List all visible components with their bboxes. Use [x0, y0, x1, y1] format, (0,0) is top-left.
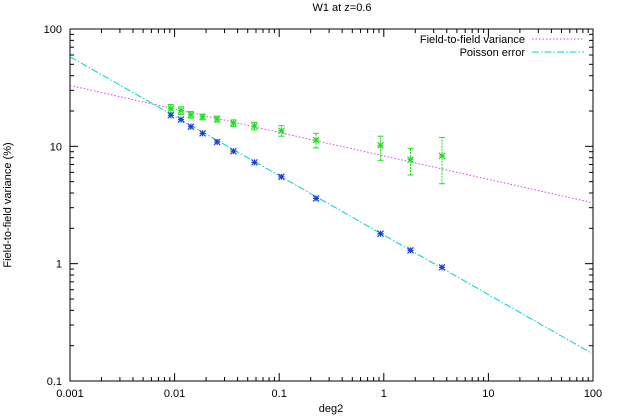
marker-stroke — [229, 147, 237, 155]
marker-stroke — [199, 113, 206, 121]
x-tick-label: 0.01 — [164, 388, 185, 400]
marker-stroke — [167, 111, 175, 119]
poisson-error-point — [199, 129, 206, 137]
marker-stroke — [277, 127, 285, 135]
poisson-error-point — [213, 138, 221, 146]
legend: Field-to-field variance Poisson error — [420, 34, 584, 59]
field-variance-point — [438, 152, 446, 160]
x-tick-label: 100 — [584, 388, 602, 400]
x-tick-label: 0.001 — [56, 388, 84, 400]
marker-stroke — [251, 122, 258, 130]
marker-stroke — [199, 129, 206, 137]
y-tick-label: 0.1 — [47, 376, 62, 388]
poisson-error-point — [187, 123, 195, 131]
marker-stroke — [177, 107, 185, 114]
marker-stroke — [377, 230, 384, 238]
marker-stroke — [187, 111, 195, 119]
y-tick-label: 1 — [56, 259, 62, 271]
marker-stroke — [213, 138, 221, 146]
field-variance-point — [187, 111, 195, 119]
marker-stroke — [177, 116, 185, 124]
marker-stroke — [438, 263, 446, 271]
x-tick-label: 10 — [482, 388, 494, 400]
marker-stroke — [251, 158, 258, 166]
axis-ticks — [69, 28, 594, 382]
data-points — [167, 104, 446, 271]
poisson-error-point — [177, 116, 185, 124]
y-tick-labels: 0.1 1 10 100 — [44, 24, 62, 388]
x-axis-label: deg2 — [319, 403, 343, 415]
y-axis-label: Field-to-field variance (%) — [2, 142, 14, 267]
field-variance-fit-line — [70, 85, 593, 204]
poisson-error-point — [251, 158, 258, 166]
field-variance-point — [213, 115, 221, 123]
x-tick-label: 1 — [381, 388, 387, 400]
marker-stroke — [377, 141, 384, 149]
marker-stroke — [312, 194, 320, 202]
field-variance-point — [312, 136, 320, 144]
poisson-error-point — [377, 230, 384, 238]
poisson-error-point — [277, 173, 285, 181]
marker-stroke — [167, 105, 175, 112]
field-variance-point — [277, 127, 285, 135]
y-tick-label: 10 — [50, 141, 62, 153]
marker-stroke — [407, 156, 414, 164]
marker-stroke — [187, 123, 195, 131]
field-variance-point — [199, 113, 206, 121]
error-bar — [438, 136, 445, 185]
poisson-error-point — [312, 194, 320, 202]
marker-stroke — [213, 115, 221, 123]
field-variance-point — [251, 122, 258, 130]
x-tick-labels: 0.001 0.01 0.1 1 10 100 — [56, 388, 602, 400]
field-variance-point — [177, 107, 185, 114]
field-variance-point — [229, 119, 237, 127]
poisson-error-point — [229, 147, 237, 155]
marker-stroke — [438, 152, 446, 160]
marker-stroke — [277, 173, 285, 181]
marker-stroke — [312, 136, 320, 144]
plot-frame — [69, 28, 594, 382]
legend-label-field-variance: Field-to-field variance — [420, 34, 525, 46]
poisson-error-point — [167, 111, 175, 119]
poisson-error-fit-line — [70, 56, 593, 355]
fit-lines — [70, 56, 593, 355]
poisson-error-point — [407, 246, 414, 254]
error-bar — [278, 125, 285, 137]
x-tick-label: 0.1 — [272, 388, 287, 400]
marker-stroke — [407, 246, 414, 254]
field-variance-point — [407, 156, 414, 164]
poisson-error-point — [438, 263, 446, 271]
marker-stroke — [229, 119, 237, 127]
field-variance-point — [167, 105, 175, 112]
field-variance-point — [377, 141, 384, 149]
y-tick-label: 100 — [44, 24, 62, 36]
legend-label-poisson-error: Poisson error — [460, 47, 526, 59]
chart-title: W1 at z=0.6 — [312, 2, 371, 14]
